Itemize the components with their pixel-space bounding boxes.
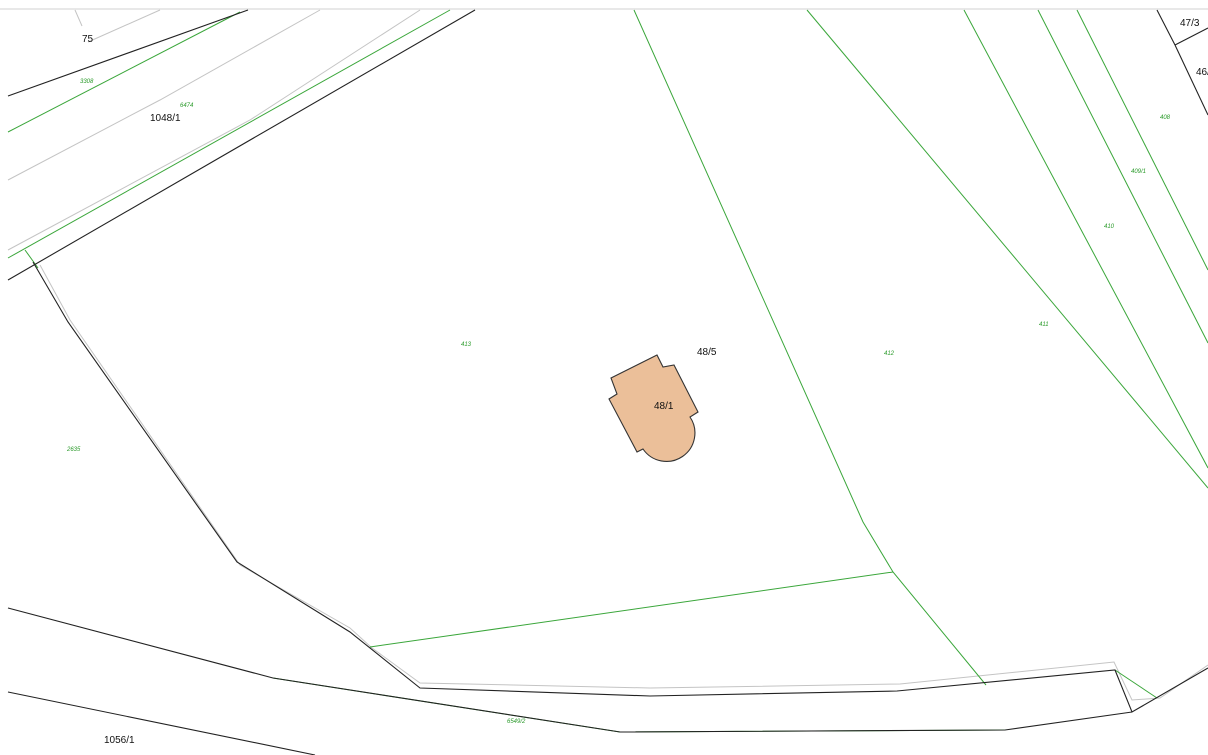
plot-label-410: 410	[1104, 224, 1115, 230]
black-boundaries	[7, 9, 1208, 755]
plot-label-409-1: 409/1	[1131, 169, 1146, 175]
building-48-1[interactable]	[608, 354, 699, 462]
plot-label-6549-2: 6549/2	[507, 719, 526, 725]
plot-label-2635: 2635	[66, 447, 81, 453]
parcel-label-1056-1: 1056/1	[104, 735, 135, 746]
plot-label-411: 411	[1039, 322, 1049, 328]
plot-label-413: 413	[461, 342, 472, 348]
plot-label-408: 408	[1160, 115, 1171, 121]
parcel-label-48-5: 48/5	[697, 347, 717, 358]
parcel-label-1048-1: 1048/1	[150, 113, 181, 124]
plot-label-6474: 6474	[180, 103, 194, 109]
parcel-label-47-3: 47/3	[1180, 18, 1200, 29]
parcel-label-75: 75	[82, 34, 94, 45]
grey-boundaries	[7, 9, 1208, 701]
plot-label-3308: 3308	[80, 79, 94, 85]
parcel-label-48-1: 48/1	[654, 401, 674, 412]
plot-label-412: 412	[884, 351, 895, 357]
green-boundaries	[7, 9, 1208, 733]
parcel-label-46: 46/	[1196, 67, 1208, 78]
